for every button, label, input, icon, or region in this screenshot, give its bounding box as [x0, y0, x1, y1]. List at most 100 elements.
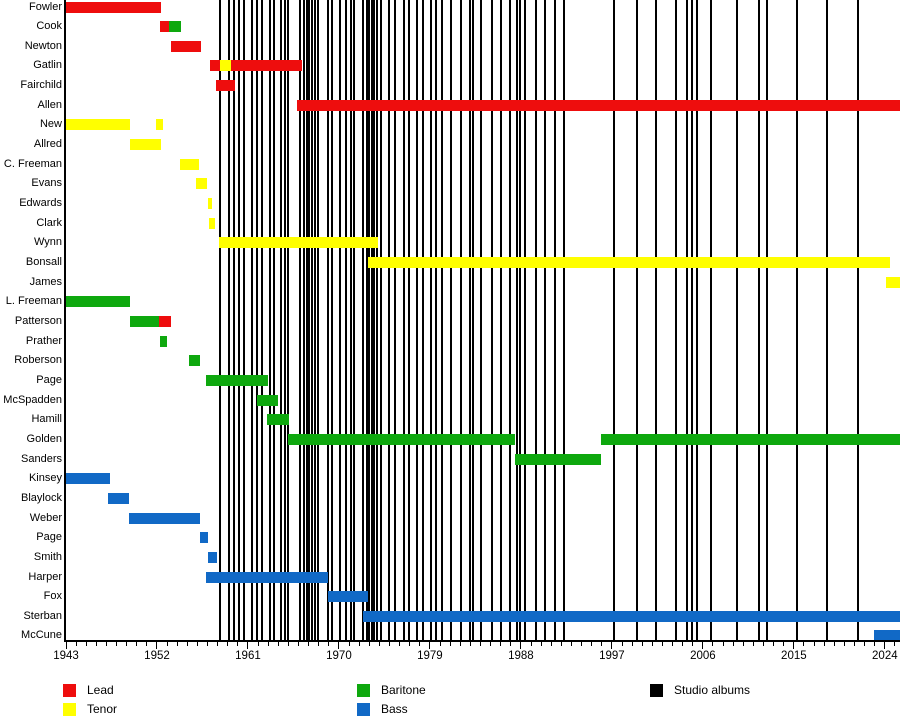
minor-tick [510, 642, 512, 646]
studio-album-line [310, 0, 313, 640]
studio-album-line [826, 0, 829, 640]
minor-tick [854, 642, 855, 646]
year-tick-label: 1943 [53, 650, 79, 662]
studio-album-line [256, 0, 259, 640]
member-name-label: C. Freeman [3, 157, 62, 170]
member-tenure-bar-baritone [514, 453, 601, 465]
member-name-label: Kinsey [28, 472, 62, 485]
minor-tick [550, 642, 552, 646]
studio-album-line [338, 0, 341, 640]
minor-tick [277, 642, 279, 646]
minor-tick [813, 642, 815, 646]
member-tenure-bar-lead [171, 40, 202, 52]
studio-album-line [353, 0, 356, 640]
minor-tick [752, 642, 754, 646]
minor-tick [348, 642, 350, 646]
studio-album-line [508, 0, 511, 640]
minor-tick [864, 642, 866, 646]
minor-tick [894, 642, 896, 646]
studio-album-line [523, 0, 526, 640]
studio-album-line [242, 0, 245, 640]
major-tick [520, 642, 522, 649]
member-name-label: Clark [36, 216, 62, 229]
studio-album-line [480, 0, 483, 640]
member-name-label: L. Freeman [5, 295, 62, 308]
minor-tick [469, 642, 471, 646]
studio-album-line [237, 0, 240, 640]
year-tick-label: 2006 [690, 650, 716, 662]
studio-album-line [690, 0, 693, 640]
major-tick [338, 642, 340, 649]
minor-tick [388, 642, 390, 646]
legend-label-lead: Lead [87, 683, 114, 697]
member-tenure-bar-lead [159, 315, 172, 327]
studio-album-line [326, 0, 329, 640]
studio-album-line [655, 0, 658, 640]
minor-tick [823, 642, 825, 646]
studio-album-line [736, 0, 739, 640]
minor-tick [146, 642, 148, 646]
member-tenure-bar-lead [215, 80, 235, 92]
member-tenure-bar-baritone [129, 315, 159, 327]
member-tenure-bar-baritone [257, 394, 279, 406]
minor-tick [105, 642, 107, 646]
studio-album-line [362, 0, 365, 640]
studio-album-line [298, 0, 301, 640]
studio-album-line [287, 0, 290, 640]
studio-album-line [499, 0, 502, 640]
member-name-label: Allen [37, 98, 62, 111]
member-tenure-bar-baritone [600, 433, 900, 445]
member-name-label: McSpadden [3, 393, 62, 406]
member-tenure-bar-bass [873, 630, 900, 642]
studio-album-line [227, 0, 230, 640]
member-tenure-bar-baritone [160, 335, 168, 347]
member-name-axis: Fowler Cook Newton Gatlin Fairchild Allen New A… [0, 0, 62, 642]
minor-tick [126, 642, 128, 646]
minor-tick [773, 642, 775, 646]
member-tenure-bar-bass [205, 571, 328, 583]
year-tick-label: 1961 [235, 650, 261, 662]
minor-tick [459, 642, 461, 646]
minor-tick [196, 642, 198, 646]
member-name-label: Weber [29, 511, 62, 524]
studio-album-line [612, 0, 615, 640]
studio-album-line [366, 0, 369, 640]
legend-label-baritone: Baritone [381, 683, 426, 697]
legend-label-albums: Studio albums [674, 683, 751, 697]
studio-album-line [415, 0, 418, 640]
minor-tick [267, 642, 269, 646]
member-name-label: Fowler [28, 0, 62, 13]
member-name-label: James [29, 275, 62, 288]
minor-tick [75, 642, 77, 646]
minor-tick [874, 642, 876, 646]
studio-album-line [376, 0, 379, 640]
member-name-label: Prather [25, 334, 62, 347]
major-tick [429, 642, 431, 649]
studio-album-line [388, 0, 391, 640]
plot-area [66, 0, 900, 642]
minor-tick [85, 642, 87, 646]
member-tenure-bar-lead [160, 21, 170, 33]
minor-tick [368, 642, 370, 646]
studio-album-line [269, 0, 272, 640]
studio-album-line [330, 0, 333, 640]
studio-album-line [795, 0, 798, 640]
member-tenure-bar-tenor [180, 158, 200, 170]
minor-tick [409, 642, 411, 646]
major-tick [247, 642, 249, 649]
minor-tick [328, 642, 330, 646]
studio-album-line [313, 0, 316, 640]
minor-tick [419, 642, 421, 646]
minor-tick [661, 642, 663, 646]
studio-album-line [280, 0, 283, 640]
legend-swatch-baritone [357, 684, 370, 697]
member-tenure-bar-bass [108, 492, 129, 504]
minor-tick [712, 642, 714, 646]
year-tick-label: 1979 [417, 650, 443, 662]
major-tick [793, 642, 795, 649]
minor-tick [692, 642, 694, 646]
studio-album-line [674, 0, 677, 640]
studio-album-line [218, 0, 221, 640]
studio-album-line [490, 0, 493, 640]
studio-album-line [554, 0, 557, 640]
